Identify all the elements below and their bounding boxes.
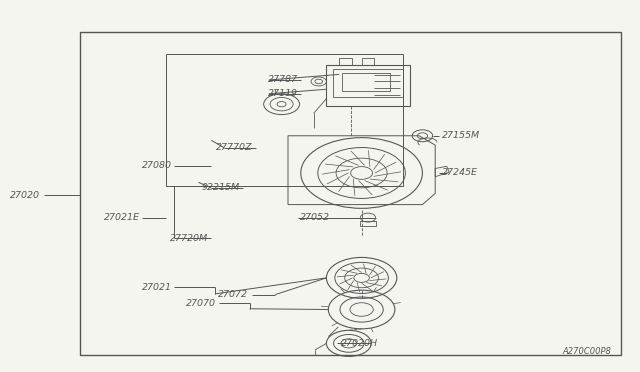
Text: A270C00P8: A270C00P8 [563,347,611,356]
Text: 27720M: 27720M [170,234,208,243]
Text: 27052: 27052 [300,213,330,222]
Text: 27119: 27119 [268,89,298,98]
Text: 27080: 27080 [141,161,172,170]
Bar [360,221,376,226]
Bar [333,69,403,97]
Text: 92215M: 92215M [202,183,240,192]
Text: 27787: 27787 [268,76,298,84]
Text: 27770Z: 27770Z [216,143,253,152]
Text: 27245E: 27245E [442,169,477,177]
Bar [326,65,410,106]
Text: 27021E: 27021E [104,213,140,222]
Text: 27021: 27021 [141,283,172,292]
Bar [342,73,390,91]
Text: 27020H: 27020H [340,339,378,348]
Bar [362,58,374,65]
Text: 27070: 27070 [186,299,216,308]
Text: 27155M: 27155M [442,131,480,140]
Bar [166,54,403,186]
Text: 27020: 27020 [10,191,40,200]
Bar [80,32,621,355]
Text: 27072: 27072 [218,290,248,299]
Bar [339,58,352,65]
